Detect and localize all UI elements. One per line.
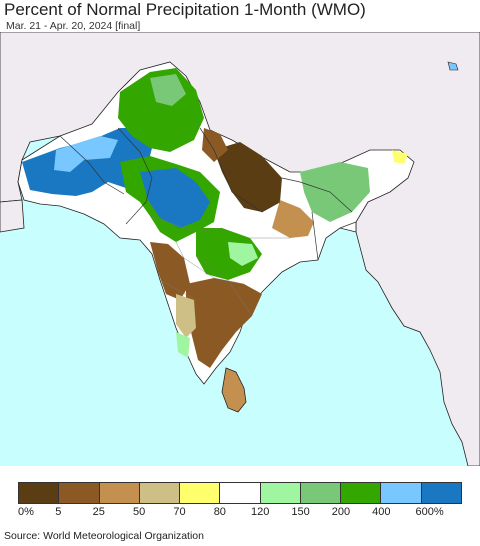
legend-swatch bbox=[341, 483, 382, 503]
peninsula-green-patch bbox=[176, 332, 190, 358]
legend-label: 70 bbox=[173, 506, 186, 518]
west-lightblue-region bbox=[54, 136, 118, 172]
north-darkbrown-region bbox=[214, 142, 282, 212]
legend-label: 120 bbox=[250, 506, 270, 518]
north-brown-region bbox=[202, 128, 228, 162]
peninsula-tan-region bbox=[176, 294, 196, 338]
legend-label: 50 bbox=[132, 506, 146, 518]
legend-label: 25 bbox=[92, 506, 105, 518]
legend-label: 150 bbox=[291, 506, 310, 518]
central-blue-region bbox=[140, 168, 210, 228]
map-subtitle: Mar. 21 - Apr. 20, 2024 [final] bbox=[6, 20, 141, 32]
peninsula-brown-region bbox=[186, 278, 262, 368]
source-credit: Source: World Meteorological Organizatio… bbox=[4, 530, 204, 542]
north-lightgreen-region bbox=[150, 74, 186, 106]
legend-swatch bbox=[180, 483, 221, 503]
northeast-yellow-region bbox=[392, 150, 408, 164]
legend-swatch bbox=[99, 483, 140, 503]
legend-swatch bbox=[139, 483, 181, 503]
land-west bbox=[0, 199, 25, 233]
west-blue-region bbox=[22, 128, 152, 196]
lake-marker bbox=[447, 61, 459, 71]
legend-label: 200 bbox=[331, 506, 351, 518]
legend-color-bar bbox=[18, 482, 462, 504]
legend-swatch bbox=[260, 483, 301, 503]
state-borders bbox=[149, 215, 290, 317]
sri-lanka bbox=[221, 367, 247, 413]
legend: 0% 5 25 50 70 80 120 150 200 400 600% bbox=[0, 466, 480, 524]
legend-swatch bbox=[300, 483, 342, 503]
east-brown-region bbox=[272, 200, 314, 238]
northeast-green-region bbox=[300, 162, 370, 222]
legend-swatch bbox=[220, 483, 261, 503]
legend-swatch bbox=[421, 483, 461, 503]
legend-labels: 0% 5 25 50 70 80 120 150 200 400 600% bbox=[0, 506, 480, 520]
legend-swatch bbox=[59, 483, 100, 503]
deccan-lightgreen-region bbox=[228, 242, 258, 266]
legend-label: 5 bbox=[55, 506, 62, 518]
legend-label: 80 bbox=[213, 506, 226, 518]
legend-swatch bbox=[19, 483, 60, 503]
legend-label: 600% bbox=[415, 506, 444, 518]
map-title: Percent of Normal Precipitation 1-Month … bbox=[4, 0, 366, 19]
legend-label: 0% bbox=[18, 506, 34, 518]
legend-label: 400 bbox=[372, 506, 391, 518]
country-borders bbox=[59, 127, 357, 261]
precipitation-map bbox=[0, 32, 480, 466]
deccan-green-region bbox=[196, 228, 262, 280]
west-coast-brown-region bbox=[150, 242, 190, 300]
legend-swatch bbox=[381, 483, 422, 503]
